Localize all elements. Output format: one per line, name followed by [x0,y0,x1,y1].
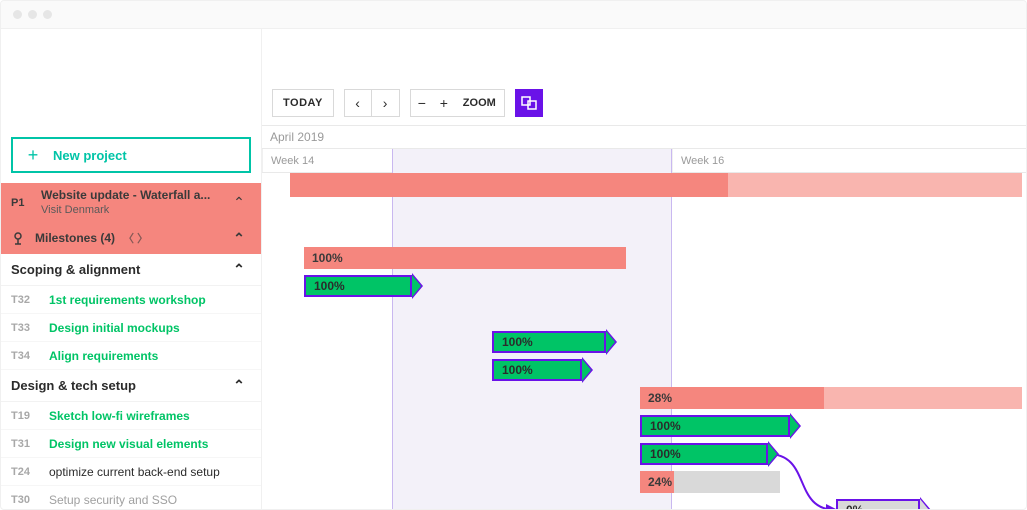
phase-bar-progress: 100% [304,247,626,269]
task-id: T34 [11,350,39,362]
layout-toggle-button[interactable] [515,89,543,117]
zoom-in-button[interactable]: + [433,95,455,111]
task-row[interactable]: T32 1st requirements workshop [1,286,261,314]
chevron-up-icon[interactable]: ⌃ [227,194,251,211]
task-label: Align requirements [49,349,251,363]
task-row[interactable]: T34 Align requirements [1,342,261,370]
task-label: 1st requirements workshop [49,293,251,307]
traffic-light-dot [43,10,52,19]
milestone-icon [11,231,27,245]
nav-buttons: ‹ › [344,89,400,117]
task-label: Setup security and SSO [49,493,251,507]
task-id: T33 [11,322,39,334]
task-row[interactable]: T19 Sketch low-fi wireframes [1,402,261,430]
task-bar[interactable]: 100% [640,415,790,437]
week-header: Week 16 [672,149,1022,172]
chevron-up-icon[interactable]: ⌃ [227,261,251,278]
today-button[interactable]: TODAY [272,89,334,117]
task-bar-fill: 100% [304,275,412,297]
task-label: Design new visual elements [49,437,251,451]
task-id: T24 [11,466,39,478]
phase-label: Design & tech setup [11,378,136,393]
project-header[interactable]: P1 Website update - Waterfall a... Visit… [1,183,261,222]
task-label: Design initial mockups [49,321,251,335]
task-row[interactable]: T24 optimize current back-end setup [1,458,261,486]
task-bar-fill: 100% [492,331,606,353]
task-bar-fill: 0% [836,499,920,510]
prev-button[interactable]: ‹ [344,89,372,117]
zoom-out-button[interactable]: − [411,95,433,111]
task-id: T32 [11,294,39,306]
task-row[interactable]: T33 Design initial mockups [1,314,261,342]
task-id: T19 [11,410,39,422]
new-project-label: New project [53,148,127,163]
phase-percent-label: 24% [640,471,780,493]
project-progress-bar[interactable] [290,173,728,197]
project-title: Website update - Waterfall a... Visit De… [41,189,227,216]
task-bar[interactable]: 100% [492,359,582,381]
timeline-panel: TODAY ‹ › − + ZOOM April [261,29,1026,509]
timeline-toolbar: TODAY ‹ › − + ZOOM [272,89,543,117]
traffic-light-dot [28,10,37,19]
milestones-label: Milestones (4) [35,231,115,245]
phase-label: Scoping & alignment [11,262,140,277]
timeline-month: April 2019 [262,125,1026,149]
task-bar-fill: 100% [640,415,790,437]
task-bar-fill: 100% [640,443,768,465]
zoom-control: − + ZOOM [410,89,505,117]
task-bar[interactable]: 100% [492,331,606,353]
task-bar[interactable]: 100% [640,443,768,465]
project-id: P1 [11,197,41,209]
phase-bar-progress: 28% [640,387,824,409]
traffic-light-dot [13,10,22,19]
week-header: Week 14 [262,149,392,172]
window-titlebar [1,1,1026,29]
current-week-shade [392,149,672,509]
task-bar[interactable]: 100% [304,275,412,297]
chevron-up-icon[interactable]: ⌃ [227,230,251,247]
layout-icon [521,95,537,111]
task-id: T30 [11,494,39,506]
task-bar[interactable]: 0% [836,499,920,510]
phase-row[interactable]: Scoping & alignment ⌃ [1,254,261,286]
chevron-up-icon[interactable]: ⌃ [227,377,251,394]
phase-row[interactable]: Design & tech setup ⌃ [1,370,261,402]
task-row[interactable]: T31 Design new visual elements [1,430,261,458]
task-row[interactable]: T30 Setup security and SSO [1,486,261,510]
timeline: April 2019 Week 14Week 15Week 16 100%28%… [262,125,1026,509]
task-label: Sketch low-fi wireframes [49,409,251,423]
task-id: T31 [11,438,39,450]
plus-icon: + [13,145,53,166]
milestone-nav-icon[interactable]: 〈 〉 [123,230,148,246]
zoom-label: ZOOM [455,97,504,109]
milestones-row[interactable]: Milestones (4) 〈 〉 ⌃ [1,222,261,254]
next-button[interactable]: › [372,89,400,117]
task-bar-fill: 100% [492,359,582,381]
project-subtitle: Visit Denmark [41,204,227,216]
gantt-canvas: 100% 28% 24% 100% 100% 100% 100% 100% 0% [262,173,1026,509]
new-project-button[interactable]: + New project [11,137,251,173]
task-label: optimize current back-end setup [49,465,251,479]
sidebar: + New project P1 Website update - Waterf… [1,29,261,509]
